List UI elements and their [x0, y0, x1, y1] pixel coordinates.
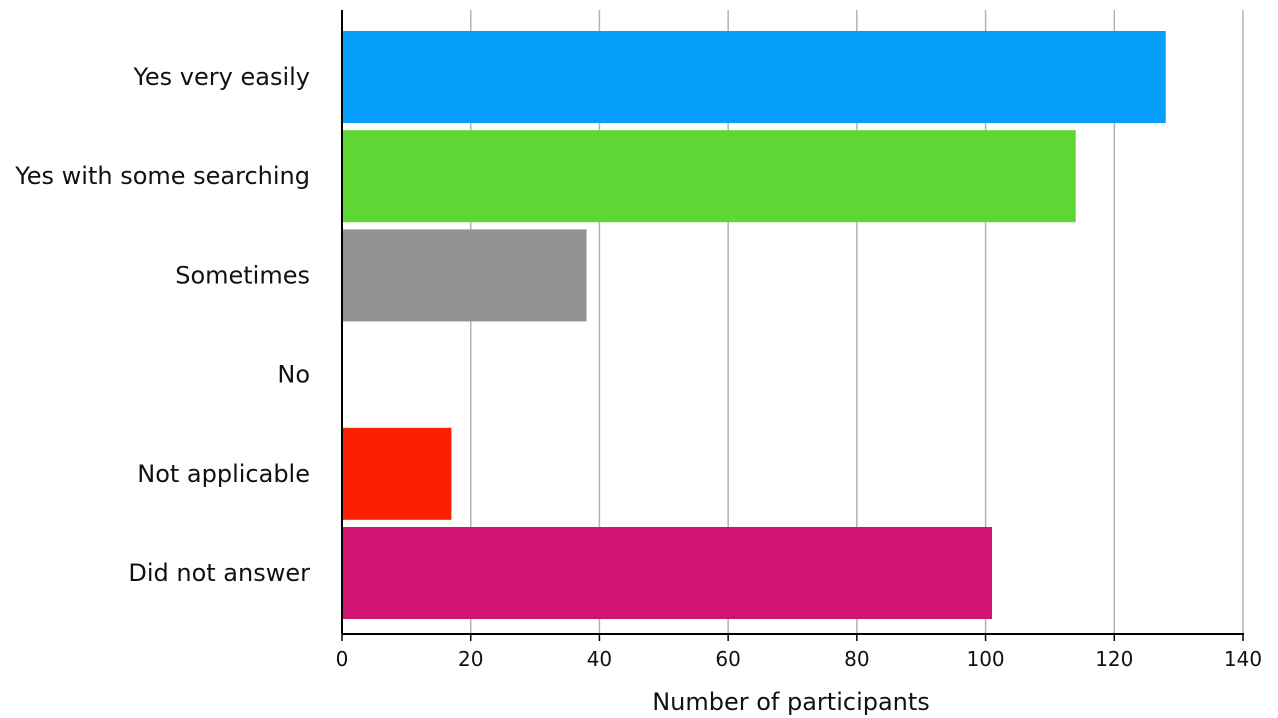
x-tick-label: 0: [336, 647, 349, 671]
x-axis-title: Number of participants: [652, 688, 930, 716]
category-label: No: [277, 361, 310, 389]
x-tick-label: 100: [966, 647, 1004, 671]
bars: [342, 31, 1166, 619]
category-label: Yes very easily: [132, 63, 310, 91]
x-tick-labels: 0 20 40 60 80 100 120 140: [336, 647, 1262, 671]
x-tick-label: 120: [1095, 647, 1133, 671]
bar: [342, 527, 993, 619]
category-label: Sometimes: [175, 261, 310, 289]
category-label: Did not answer: [128, 559, 310, 587]
x-tick-label: 140: [1224, 647, 1262, 671]
category-label: Not applicable: [137, 460, 310, 488]
bar: [342, 229, 587, 322]
x-tick-label: 20: [458, 647, 483, 671]
bar: [342, 130, 1076, 223]
axes: [341, 10, 1244, 641]
bar: [342, 427, 452, 520]
category-labels: Yes very easily Yes with some searching So…: [14, 63, 310, 587]
x-tick-label: 80: [844, 647, 869, 671]
category-label: Yes with some searching: [14, 162, 310, 190]
x-tick-label: 60: [715, 647, 740, 671]
bar: [342, 31, 1166, 123]
x-tick-label: 40: [587, 647, 612, 671]
